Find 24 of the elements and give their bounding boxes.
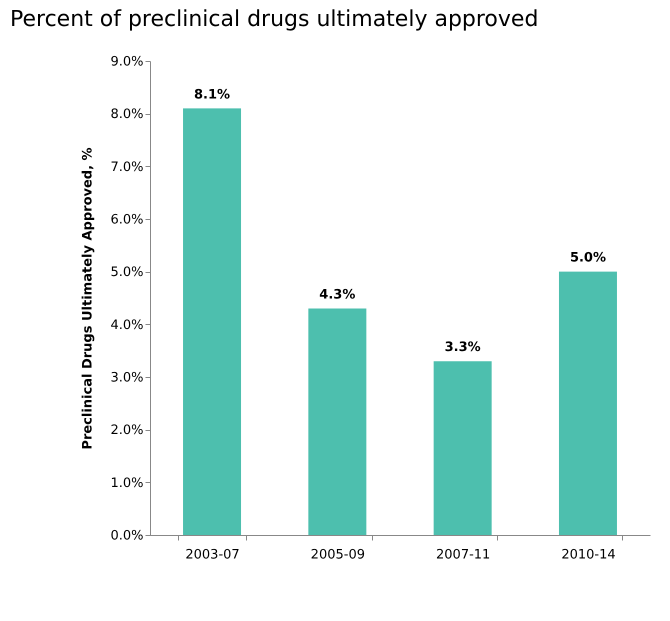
bar — [434, 361, 492, 535]
y-tick-label: 6.0% — [110, 212, 144, 228]
y-tick-label: 2.0% — [110, 423, 144, 438]
chart-title: Percent of preclinical drugs ultimately approved — [10, 7, 538, 32]
data-label: 5.0% — [570, 250, 606, 266]
data-label: 4.3% — [319, 288, 356, 303]
bar — [558, 272, 617, 535]
y-tick-label: 4.0% — [110, 318, 144, 333]
bar — [308, 308, 366, 535]
y-tick-label: 3.0% — [110, 370, 144, 386]
x-tick-label: 2010-14 — [561, 548, 616, 562]
x-tick-label: 2007-11 — [436, 548, 490, 562]
x-tick-label: 2003-07 — [185, 548, 240, 562]
y-axis-title: Preclinical Drugs Ultimately Approved, % — [80, 147, 96, 450]
x-tick-label: 2005-09 — [310, 548, 366, 562]
y-tick-label: 0.0% — [110, 528, 144, 544]
data-label: 8.1% — [194, 87, 230, 102]
y-tick-label: 8.0% — [110, 107, 144, 122]
data-label: 3.3% — [444, 340, 481, 356]
y-tick-label: 5.0% — [110, 265, 144, 280]
bar — [183, 108, 242, 535]
y-tick-label: 7.0% — [110, 160, 144, 175]
y-tick-label: 9.0% — [110, 54, 144, 70]
y-tick-label: 1.0% — [110, 476, 144, 491]
